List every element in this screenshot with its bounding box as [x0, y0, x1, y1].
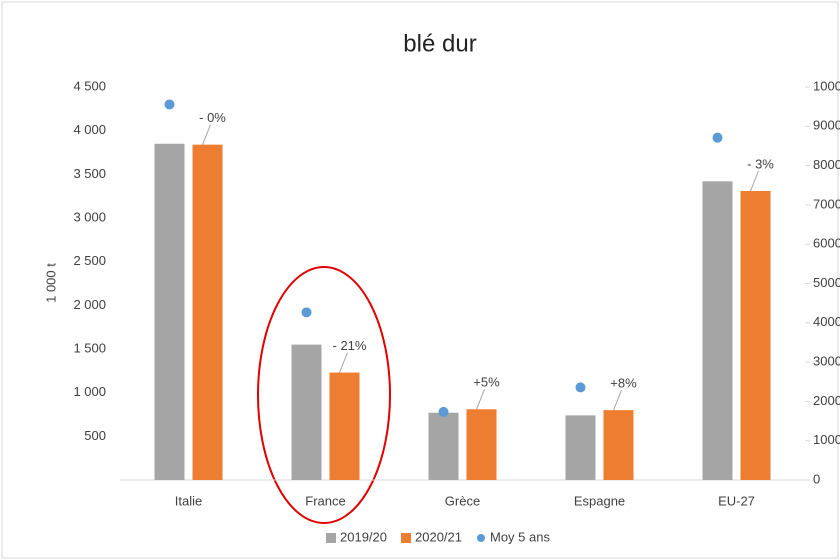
chart-title: blé dur: [403, 30, 476, 57]
highlight-ellipse: [257, 266, 391, 524]
y2-tick-label: 1000: [813, 432, 840, 447]
bar: [291, 344, 322, 480]
y-tick-label: 2 500: [73, 253, 106, 268]
annotation-leader: [613, 389, 622, 411]
annotation: +8%: [610, 376, 637, 391]
y-tick-label: 4 000: [73, 122, 106, 137]
bar: [565, 415, 596, 480]
y2-tick-label: 2000: [813, 393, 840, 408]
legend-swatch: [326, 533, 336, 543]
legend-label: 2019/20: [340, 529, 387, 544]
y2-tick-label: 3000: [813, 354, 840, 369]
legend-label: Moy 5 ans: [490, 529, 550, 544]
annotation-leader: [202, 124, 211, 145]
annotation-leader: [476, 389, 485, 410]
x-tick-label: France: [305, 493, 345, 508]
y2-tick-label: 0: [813, 471, 820, 486]
y2-tick-label: 4000: [813, 314, 840, 329]
y-tick-label: 2 000: [73, 297, 106, 312]
y2-tick-label: 6000: [813, 236, 840, 251]
point: [712, 132, 723, 143]
point: [301, 307, 312, 318]
point: [575, 382, 586, 393]
y-tick-label: 1 500: [73, 340, 106, 355]
x-tick-label: Espagne: [574, 493, 625, 508]
point: [438, 406, 449, 417]
y2-tick-label: 7000: [813, 196, 840, 211]
bar: [702, 181, 733, 480]
y-tick-label: 3 000: [73, 209, 106, 224]
x-tick-label: Italie: [175, 493, 202, 508]
annotation: - 3%: [747, 156, 774, 171]
y-tick-label: 1 000: [73, 384, 106, 399]
bar: [466, 409, 497, 480]
bar: [154, 143, 185, 480]
y-tick-label: 3 500: [73, 166, 106, 181]
bar: [192, 144, 223, 480]
bar: [428, 412, 459, 480]
y-tick-label: 4 500: [73, 78, 106, 93]
annotation: - 0%: [199, 110, 226, 125]
bar: [329, 372, 360, 480]
annotation-leader: [750, 170, 759, 192]
legend-swatch: [401, 533, 411, 543]
annotation-leader: [339, 352, 348, 373]
y-tick-label: 500: [84, 428, 106, 443]
point: [164, 99, 175, 110]
annotation: +5%: [473, 375, 500, 390]
y2-tick-label: 5000: [813, 275, 840, 290]
x-tick-label: EU-27: [718, 493, 755, 508]
x-tick-label: Grèce: [445, 493, 480, 508]
y2-tick-label: 9000: [813, 118, 840, 133]
y-axis-label: 1 000 t: [43, 263, 58, 303]
legend-label: 2020/21: [415, 529, 462, 544]
bar: [603, 410, 634, 480]
bar: [740, 190, 771, 480]
legend-swatch: [477, 534, 485, 542]
annotation: - 21%: [333, 338, 367, 353]
y2-tick-label: 10000: [813, 78, 840, 93]
y2-tick-label: 8000: [813, 157, 840, 172]
